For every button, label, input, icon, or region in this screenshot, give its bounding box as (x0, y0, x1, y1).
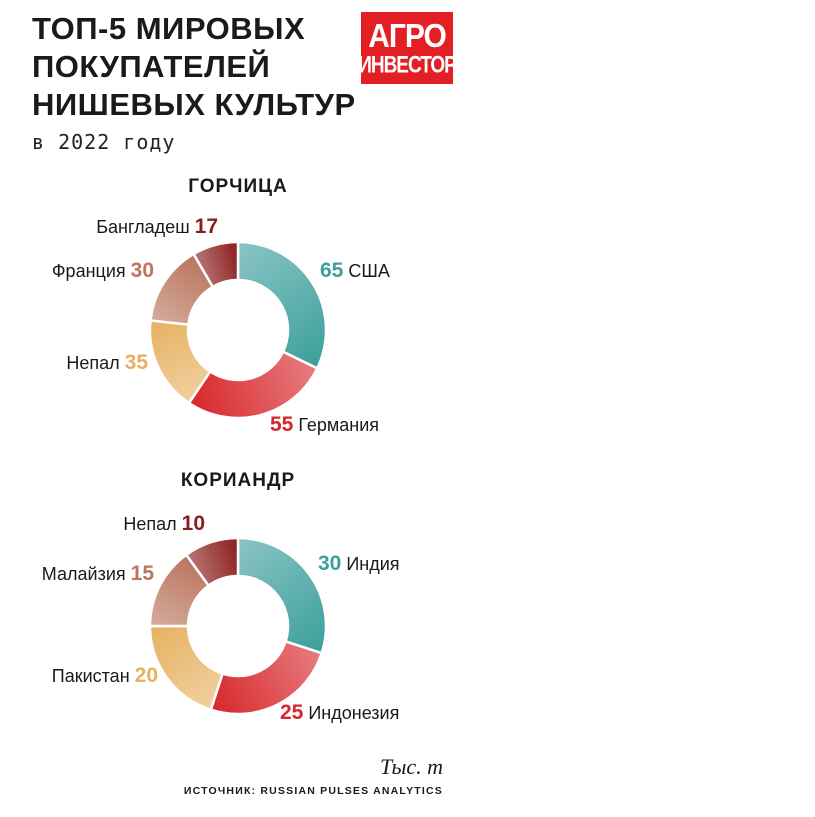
category-label: Германия (293, 415, 379, 435)
slice-германия (187, 350, 319, 420)
agroinvestor-logo: АГРО ИНВЕСТОР (358, 12, 457, 84)
page-subtitle: в 2022 году (32, 130, 176, 154)
category-label: Непал (66, 353, 124, 373)
value-label: 10 (182, 512, 205, 535)
data-label-индия: 30 Индия (318, 552, 400, 575)
slice-непал (184, 536, 240, 588)
data-label-сша: 65 США (320, 259, 390, 282)
data-label-бангладеш: Бангладеш 17 (96, 215, 218, 238)
data-label-малайзия: Малайзия 15 (42, 562, 155, 585)
category-label: Непал (123, 514, 181, 534)
title-line-2: ПОКУПАТЕЛЕЙ (32, 49, 271, 84)
logo-line-2: ИНВЕСТОР (358, 51, 457, 79)
value-label: 35 (125, 351, 149, 374)
category-label: Малайзия (42, 564, 131, 584)
slice-бангладеш (191, 240, 240, 289)
data-label-индонезия: 25 Индонезия (280, 701, 399, 724)
category-label: Бангладеш (96, 217, 194, 237)
value-label: 65 (320, 259, 344, 282)
value-label: 55 (270, 413, 294, 436)
data-label-непал: Непал 10 (123, 512, 205, 535)
slice-пакистан (148, 624, 225, 712)
title-line-3: НИШЕВЫХ КУЛЬТУР (32, 87, 356, 122)
category-label: Индонезия (303, 703, 399, 723)
category-label: Франция (52, 261, 131, 281)
value-label: 20 (135, 664, 158, 687)
category-label: Пакистан (52, 666, 135, 686)
value-label: 25 (280, 701, 304, 724)
category-label: США (343, 261, 390, 281)
value-label: 15 (131, 562, 155, 585)
unit-label: Тыс. т (380, 754, 443, 779)
value-label: 30 (131, 259, 154, 282)
mustard-chart-title: ГОРЧИЦА (188, 176, 288, 197)
value-label: 17 (195, 215, 218, 238)
slice-индия (236, 536, 328, 655)
data-label-франция: Франция 30 (52, 259, 154, 282)
data-label-германия: 55 Германия (270, 413, 379, 436)
page-title: ТОП-5 МИРОВЫХ ПОКУПАТЕЛЕЙ НИШЕВЫХ КУЛЬТУ… (32, 10, 356, 124)
logo-line-1: АГРО (368, 17, 447, 55)
value-label: 30 (318, 552, 341, 575)
title-line-1: ТОП-5 МИРОВЫХ (32, 11, 306, 46)
data-label-непал: Непал 35 (66, 351, 148, 374)
category-label: Индия (341, 554, 399, 574)
source-note: ИСТОЧНИК: RUSSIAN PULSES ANALYTICS (183, 785, 443, 797)
coriander-chart-title: КОРИАНДР (180, 470, 296, 491)
slice-сша (236, 240, 328, 371)
data-label-пакистан: Пакистан 20 (52, 664, 158, 687)
